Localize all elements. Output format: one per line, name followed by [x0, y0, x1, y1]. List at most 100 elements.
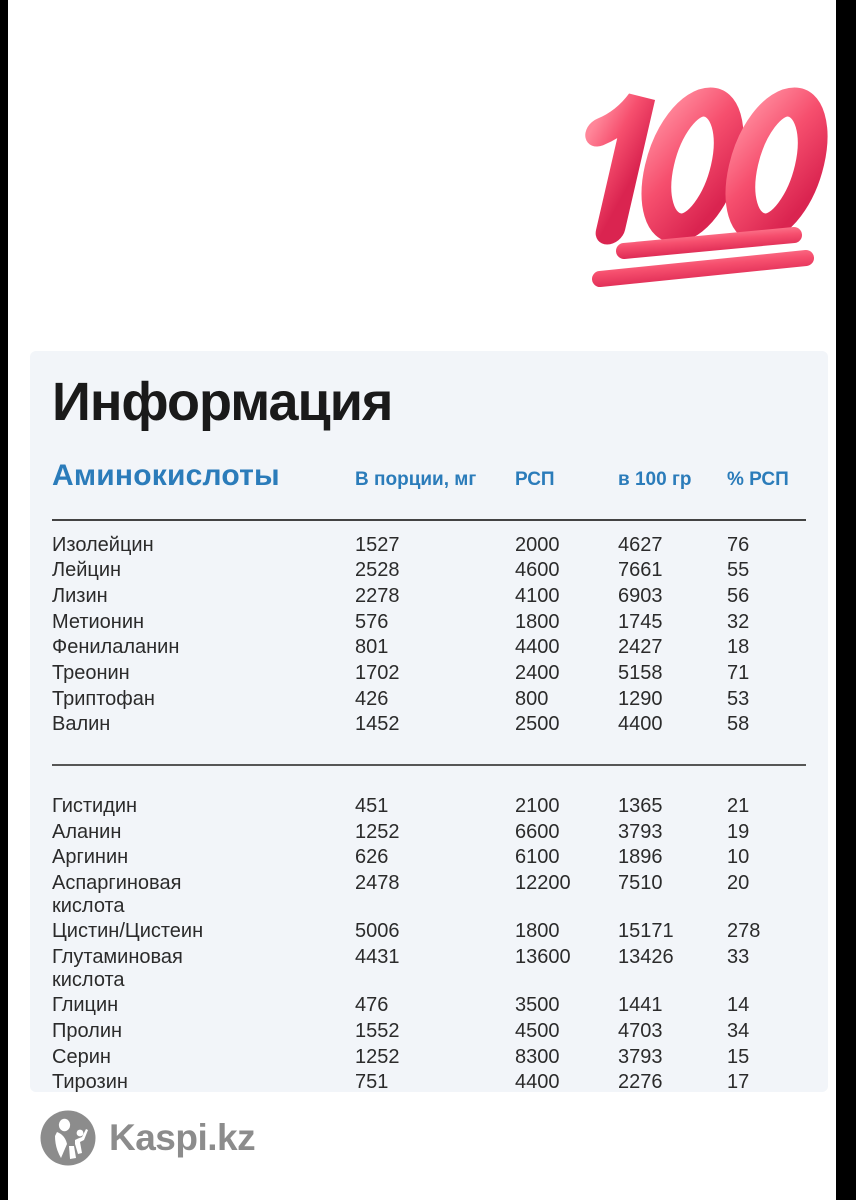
kaspi-logo-icon — [40, 1110, 96, 1166]
cell-value: 14 — [727, 994, 750, 1017]
cell-value: 278 — [727, 920, 761, 943]
cell-amino-name: Лейцин — [52, 559, 122, 582]
cell-value: 5158 — [618, 662, 663, 685]
cell-value: 4400 — [618, 713, 663, 736]
cell-amino-name: Фенилаланин — [52, 636, 180, 659]
cell-value: 1800 — [515, 920, 560, 943]
hundred-points-emoji — [538, 72, 830, 290]
cell-value: 4627 — [618, 533, 663, 556]
cell-value: 33 — [727, 946, 750, 969]
cell-value: 1552 — [355, 1019, 400, 1042]
cell-value: 17 — [727, 1071, 750, 1094]
table-row: Валин 1452 2500 4400 58 — [52, 712, 806, 738]
cell-amino-name: Аспаргиновая кислота — [52, 872, 182, 917]
cell-value: 8300 — [515, 1045, 560, 1068]
cell-value: 58 — [727, 713, 750, 736]
cell-amino-name: Лизин — [52, 584, 108, 607]
table-row: Аланин 1252 6600 3793 19 — [52, 819, 806, 845]
cell-value: 71 — [727, 662, 750, 685]
table-row: Аргинин 626 6100 1896 10 — [52, 845, 806, 871]
cell-amino-name: Валин — [52, 713, 111, 736]
cell-amino-name: Треонин — [52, 662, 130, 685]
cell-value: 12200 — [515, 872, 571, 895]
cell-value: 3793 — [618, 1045, 663, 1068]
cell-value: 1290 — [618, 687, 663, 710]
cell-value: 1252 — [355, 1045, 400, 1068]
table-row: Триптофан 426 800 1290 53 — [52, 686, 806, 712]
cell-value: 4100 — [515, 584, 560, 607]
cell-amino-name: Глицин — [52, 994, 119, 1017]
brand-name: Kaspi.kz — [109, 1117, 256, 1158]
cell-value: 6100 — [515, 846, 560, 869]
cell-value: 20 — [727, 872, 750, 895]
cell-amino-name: Триптофан — [52, 687, 155, 710]
letterbox-right — [836, 0, 856, 1200]
table-row: Глицин 476 3500 1441 14 — [52, 993, 806, 1019]
hundred-points-icon — [585, 87, 828, 287]
cell-value: 5006 — [355, 920, 400, 943]
table-row: Фенилаланин 801 4400 2427 18 — [52, 635, 806, 661]
cell-value: 1745 — [618, 610, 663, 633]
cell-value: 1527 — [355, 533, 400, 556]
cell-value: 2100 — [515, 795, 560, 818]
cell-amino-name: Гистидин — [52, 795, 138, 818]
cell-value: 751 — [355, 1071, 389, 1094]
cell-value: 13426 — [618, 946, 674, 969]
cell-amino-name: Изолейцин — [52, 533, 154, 556]
cell-value: 4400 — [515, 636, 560, 659]
cell-amino-name: Тирозин — [52, 1071, 128, 1094]
table-row: Изолейцин 1527 2000 4627 76 — [52, 532, 806, 558]
cell-value: 2427 — [618, 636, 663, 659]
cell-value: 1702 — [355, 662, 400, 685]
table-row: Цистин/Цистеин 5006 1800 15171 278 — [52, 919, 806, 945]
cell-value: 21 — [727, 795, 750, 818]
cell-value: 2478 — [355, 872, 400, 895]
cell-value: 32 — [727, 610, 750, 633]
cell-value: 76 — [727, 533, 750, 556]
cell-value: 56 — [727, 584, 750, 607]
cell-value: 801 — [355, 636, 389, 659]
cell-value: 7510 — [618, 872, 663, 895]
cell-value: 1800 — [515, 610, 560, 633]
column-header-percent-rsp: % РСП — [727, 469, 789, 490]
cell-value: 2278 — [355, 584, 400, 607]
cell-amino-name: Серин — [52, 1045, 111, 1068]
cell-value: 476 — [355, 994, 389, 1017]
cell-value: 576 — [355, 610, 389, 633]
cell-value: 4400 — [515, 1071, 560, 1094]
cell-value: 426 — [355, 687, 389, 710]
cell-value: 4431 — [355, 946, 400, 969]
cell-value: 7661 — [618, 559, 663, 582]
cell-value: 3500 — [515, 994, 560, 1017]
table-row: Глутаминовая кислота 4431 13600 13426 33 — [52, 944, 806, 992]
cell-value: 53 — [727, 687, 750, 710]
brand-footer: Kaspi.kz — [40, 1110, 256, 1166]
letterbox-left — [0, 0, 8, 1200]
cell-value: 1365 — [618, 795, 663, 818]
table-row: Лизин 2278 4100 6903 56 — [52, 583, 806, 609]
table-row: Треонин 1702 2400 5158 71 — [52, 660, 806, 686]
cell-value: 6600 — [515, 820, 560, 843]
cell-value: 19 — [727, 820, 750, 843]
info-panel: Информация Аминокислоты В порции, мг РСП… — [30, 351, 828, 1094]
cell-value: 10 — [727, 846, 750, 869]
cell-value: 3793 — [618, 820, 663, 843]
cell-value: 2276 — [618, 1071, 663, 1094]
cell-value: 451 — [355, 795, 389, 818]
cell-value: 55 — [727, 559, 750, 582]
cell-value: 4500 — [515, 1019, 560, 1042]
table-row: Серин 1252 8300 3793 15 — [52, 1044, 806, 1070]
cell-amino-name: Метионин — [52, 610, 145, 633]
cell-value: 2528 — [355, 559, 400, 582]
page-title: Информация — [52, 372, 393, 432]
section-divider — [52, 763, 806, 766]
header-divider — [52, 519, 806, 521]
cell-value: 2400 — [515, 662, 560, 685]
table-row: Аспаргиновая кислота 2478 12200 7510 20 — [52, 871, 806, 919]
table-title: Аминокислоты — [52, 459, 280, 492]
column-header-portion: В порции, мг — [355, 469, 477, 490]
cell-amino-name: Пролин — [52, 1019, 123, 1042]
cell-value: 1896 — [618, 846, 663, 869]
cell-value: 15 — [727, 1045, 750, 1068]
